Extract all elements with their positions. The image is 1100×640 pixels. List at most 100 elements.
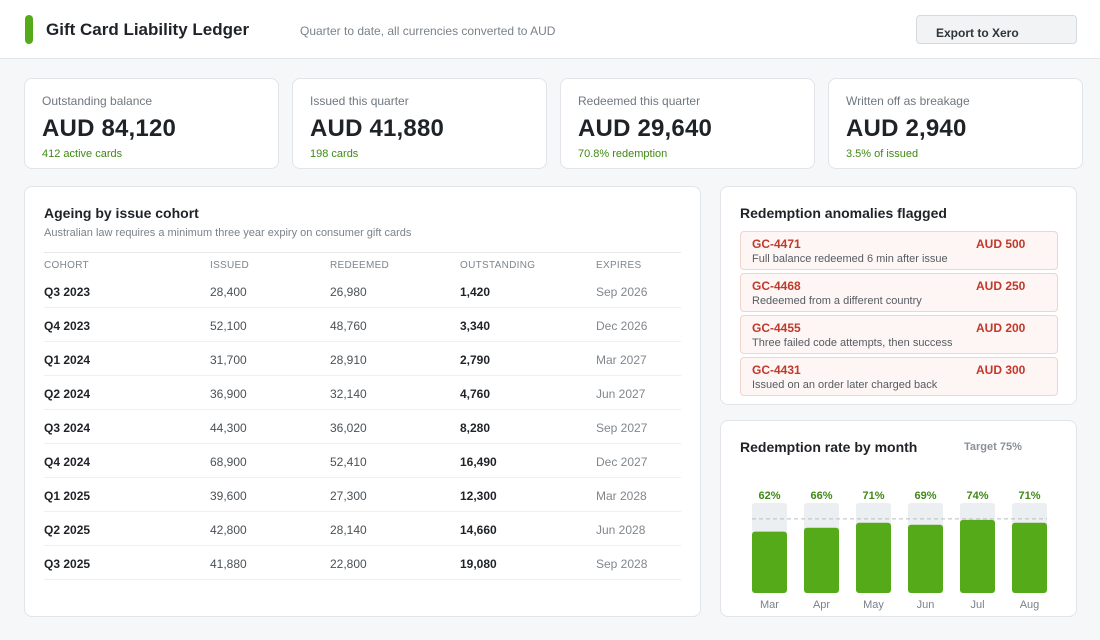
column-header-cohort[interactable]: COHORT [44,260,89,271]
ageing-subtitle: Australian law requires a minimum three … [44,227,412,239]
column-header-expires[interactable]: EXPIRES [596,260,642,271]
anomaly-id: GC-4468 [752,279,801,293]
bar-value-label: 62% [758,490,780,502]
kpi-card-redeemed: Redeemed this quarter AUD 29,640 70.8% r… [560,78,815,169]
issued-cell: 31,700 [210,353,247,367]
anomaly-description: Full balance redeemed 6 min after issue [752,253,948,265]
kpi-label: Issued this quarter [310,94,409,108]
kpi-note: 3.5% of issued [846,148,919,160]
bar-value-label: 69% [914,490,936,502]
expires-cell: Jun 2027 [596,387,646,401]
table-row[interactable]: Q3 2025 41,880 22,800 19,080 Sep 2028 [44,546,681,580]
kpi-label: Written off as breakage [846,94,970,108]
kpi-card-breakage: Written off as breakage AUD 2,940 3.5% o… [828,78,1083,169]
app-subtitle: Quarter to date, all currencies converte… [300,24,556,38]
redeemed-cell: 32,140 [330,387,367,401]
outstanding-cell: 12,300 [460,489,497,503]
column-header-issued[interactable]: ISSUED [210,260,250,271]
kpi-value: AUD 29,640 [578,115,713,142]
expires-cell: Jun 2028 [596,523,646,537]
redeemed-cell: 22,800 [330,557,367,571]
issued-cell: 41,880 [210,557,247,571]
expires-cell: Sep 2026 [596,285,648,299]
redemption-rate-chart: 62% Mar 66% Apr 71% May 69% Jun 74% Jul 71% Aug [752,490,1047,611]
redeemed-cell: 52,410 [330,455,367,469]
outstanding-cell: 8,280 [460,421,491,435]
anomaly-item[interactable]: GC-4455 AUD 200 Three failed code attempts… [740,315,1058,354]
table-row[interactable]: Q4 2024 68,900 52,410 16,490 Dec 2027 [44,444,681,478]
kpi-note: 412 active cards [42,148,123,160]
anomaly-id: GC-4471 [752,237,801,251]
column-header-outstanding[interactable]: OUTSTANDING [460,260,536,271]
redemption-rate-title: Redemption rate by month [740,439,918,455]
expires-cell: Mar 2027 [596,353,647,367]
ageing-table-body: Q3 2023 28,400 26,980 1,420 Sep 2026 Q4 2023 5… [44,274,681,580]
anomaly-item[interactable]: GC-4431 AUD 300 Issued on an order later c… [740,357,1058,396]
redeemed-cell: 28,910 [330,353,367,367]
anomalies-panel: Redemption anomalies flagged GC-4471 AUD … [720,186,1077,405]
expires-cell: Dec 2027 [596,455,648,469]
month-label: Jul [970,599,984,611]
bar-value-label: 71% [1018,490,1040,502]
redeemed-cell: 48,760 [330,319,367,333]
issued-cell: 42,800 [210,523,247,537]
expires-cell: Dec 2026 [596,319,648,333]
redeemed-cell: 36,020 [330,421,367,435]
anomalies-list: GC-4471 AUD 500 Full balance redeemed 6 mi… [740,231,1058,399]
month-label: Apr [813,599,830,611]
issued-cell: 36,900 [210,387,247,401]
ageing-title: Ageing by issue cohort [44,205,199,221]
expires-cell: Sep 2028 [596,557,648,571]
bar [1012,522,1047,593]
cohort-cell: Q3 2025 [44,557,91,571]
bar [908,524,943,593]
cohort-cell: Q1 2024 [44,353,91,367]
table-row[interactable]: Q1 2025 39,600 27,300 12,300 Mar 2028 [44,478,681,512]
kpi-value: AUD 2,940 [846,115,967,142]
cohort-cell: Q4 2024 [44,455,91,469]
issued-cell: 68,900 [210,455,247,469]
anomaly-item[interactable]: GC-4468 AUD 250 Redeemed from a different … [740,273,1058,312]
kpi-value: AUD 84,120 [42,115,177,142]
cohort-cell: Q1 2025 [44,489,91,503]
table-row[interactable]: Q1 2024 31,700 28,910 2,790 Mar 2027 [44,342,681,376]
cohort-cell: Q3 2023 [44,285,91,299]
month-label: Mar [760,599,779,611]
cohort-cell: Q2 2024 [44,387,91,401]
anomalies-title: Redemption anomalies flagged [740,205,947,221]
month-label: Aug [1020,599,1040,611]
bar [856,522,891,593]
expires-cell: Mar 2028 [596,489,647,503]
column-header-redeemed[interactable]: REDEEMED [330,260,390,271]
redeemed-cell: 28,140 [330,523,367,537]
outstanding-cell: 2,790 [460,353,491,367]
kpi-label: Redeemed this quarter [578,94,701,108]
bar-value-label: 71% [862,490,884,502]
table-header: COHORT ISSUED REDEEMED OUTSTANDING EXPIR… [44,252,681,276]
table-row[interactable]: Q2 2025 42,800 28,140 14,660 Jun 2028 [44,512,681,546]
table-row[interactable]: Q3 2024 44,300 36,020 8,280 Sep 2027 [44,410,681,444]
issued-cell: 28,400 [210,285,247,299]
outstanding-cell: 4,760 [460,387,491,401]
outstanding-cell: 16,490 [460,455,497,469]
kpi-note: 70.8% redemption [578,148,668,160]
cohort-cell: Q4 2023 [44,319,91,333]
anomaly-item[interactable]: GC-4471 AUD 500 Full balance redeemed 6 mi… [740,231,1058,270]
anomaly-amount: AUD 250 [976,279,1026,293]
redemption-rate-panel: Redemption rate by month Target 75% 62% M… [720,420,1077,617]
anomaly-id: GC-4431 [752,363,801,377]
anomaly-amount: AUD 300 [976,363,1026,377]
table-row[interactable]: Q3 2023 28,400 26,980 1,420 Sep 2026 [44,274,681,308]
kpi-value: AUD 41,880 [310,115,445,142]
table-row[interactable]: Q2 2024 36,900 32,140 4,760 Jun 2027 [44,376,681,410]
bar-value-label: 66% [810,490,832,502]
month-label: Jun [917,599,935,611]
outstanding-cell: 19,080 [460,557,497,571]
anomaly-id: GC-4455 [752,321,801,335]
anomaly-description: Three failed code attempts, then success [752,337,953,349]
redeemed-cell: 26,980 [330,285,367,299]
export-to-xero-button[interactable]: Export to Xero [916,15,1077,44]
table-row[interactable]: Q4 2023 52,100 48,760 3,340 Dec 2026 [44,308,681,342]
month-label: May [863,599,884,611]
bar [960,519,995,593]
